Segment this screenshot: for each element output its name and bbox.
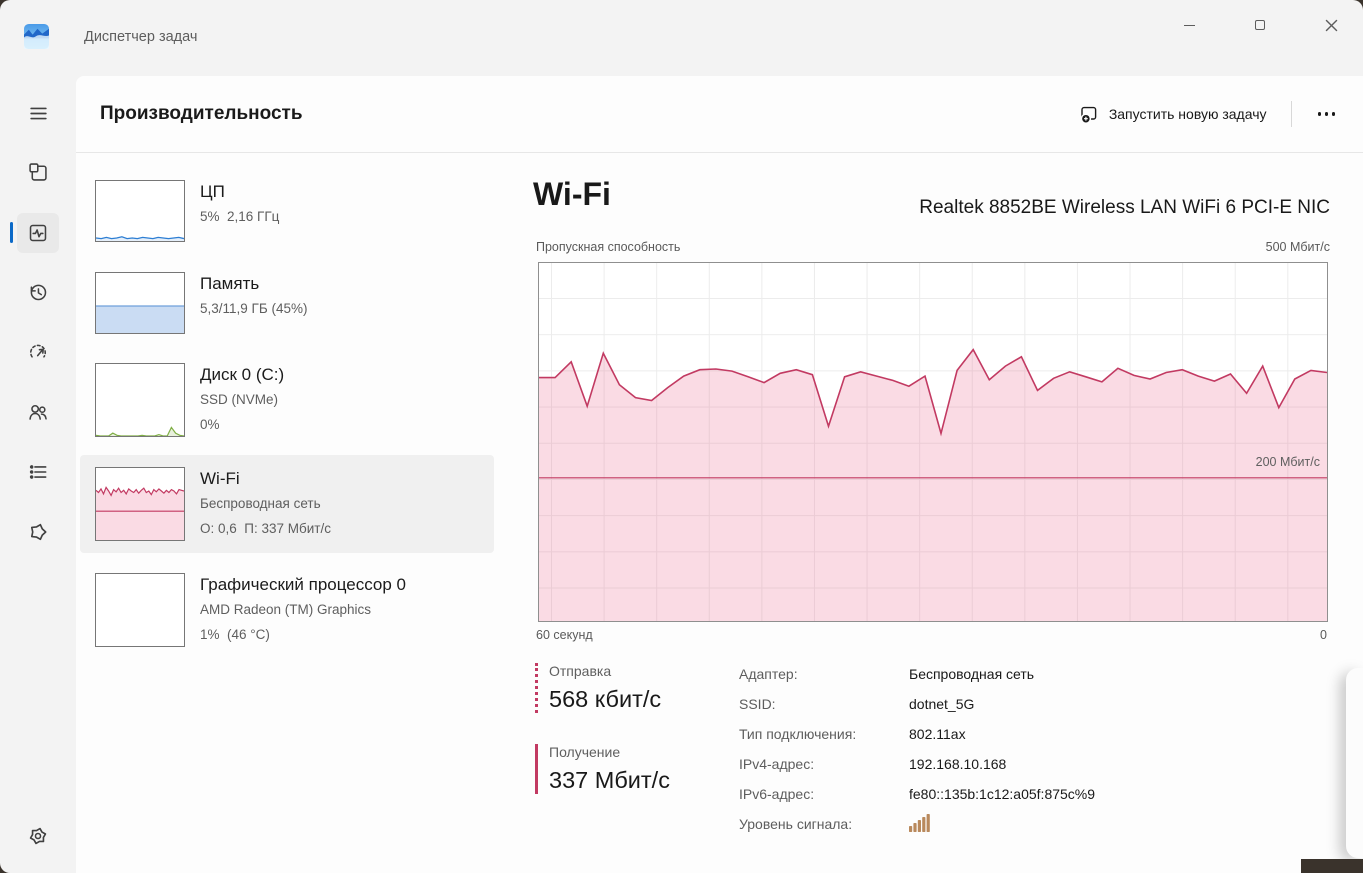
perf-item-subtitle: 5% 2,16 ГГц bbox=[200, 209, 280, 224]
perf-item-title: Графический процессор 0 bbox=[200, 575, 407, 594]
perf-item-memory[interactable]: Память 5,3/11,9 ГБ (45%) bbox=[80, 260, 494, 346]
perf-item-cpu[interactable]: ЦП 5% 2,16 ГГц bbox=[80, 168, 494, 254]
window-title: Диспетчер задач bbox=[84, 29, 198, 45]
titlebar: Диспетчер задач bbox=[0, 0, 1363, 76]
page-title: Производительность bbox=[100, 103, 303, 124]
desktop-backdrop-strip bbox=[1301, 859, 1363, 873]
send-value: 568 кбит/с bbox=[549, 686, 662, 712]
gpu-mini-chart bbox=[95, 573, 185, 647]
perf-item-subtitle: 1% (46 °C) bbox=[200, 627, 270, 642]
maximize-icon bbox=[1255, 20, 1265, 30]
wifi-section-title: Wi-Fi bbox=[533, 176, 611, 212]
perf-item-subtitle: О: 0,6 П: 337 Мбит/с bbox=[200, 521, 331, 536]
connection-type-label: Тип подключения: bbox=[739, 726, 857, 742]
ipv6-value: fe80::135b:1c12:a05f:875c%9 bbox=[909, 786, 1096, 802]
perf-item-subtitle: SSD (NVMe) bbox=[200, 392, 279, 407]
gear-icon bbox=[29, 827, 47, 845]
sidebar-item-services[interactable] bbox=[17, 512, 59, 552]
perf-item-title: Диск 0 (C:) bbox=[200, 365, 285, 384]
ipv4-value: 192.168.10.168 bbox=[909, 756, 1007, 772]
send-stat: Отправка 568 кбит/с bbox=[535, 663, 661, 713]
adapter-label: Адаптер: bbox=[739, 666, 798, 682]
throughput-chart: 200 Мбит/с bbox=[538, 262, 1328, 622]
perf-item-subtitle: 0% bbox=[200, 417, 220, 432]
new-task-icon bbox=[1080, 106, 1097, 124]
gpu-sparkline bbox=[96, 574, 184, 646]
minimize-icon bbox=[1183, 24, 1195, 26]
content-card: Производительность Запустить новую задач… bbox=[76, 76, 1363, 873]
task-manager-app-icon bbox=[24, 24, 49, 49]
x-axis-left-label: 60 секунд bbox=[536, 628, 593, 642]
wifi-mini-chart bbox=[95, 467, 185, 541]
throughput-area-chart bbox=[539, 348, 1327, 621]
sidebar-item-processes[interactable] bbox=[17, 152, 59, 192]
memory-mini-chart bbox=[95, 272, 185, 334]
sidebar-item-details[interactable] bbox=[17, 452, 59, 492]
services-cog-icon bbox=[30, 523, 47, 541]
cpu-sparkline bbox=[96, 236, 184, 241]
ssid-value: dotnet_5G bbox=[909, 696, 975, 712]
receive-stat: Получение 337 Мбит/с bbox=[535, 744, 670, 794]
minimize-button[interactable] bbox=[1166, 4, 1212, 46]
perf-item-subtitle: AMD Radeon (TM) Graphics bbox=[200, 602, 372, 617]
receive-value: 337 Мбит/с bbox=[549, 767, 670, 793]
cpu-mini-chart bbox=[95, 180, 185, 242]
sidebar-item-performance[interactable] bbox=[10, 213, 59, 253]
receive-label: Получение bbox=[549, 744, 621, 760]
settings-button[interactable] bbox=[17, 816, 59, 856]
history-clock-icon bbox=[30, 284, 47, 301]
sidebar-item-startup-apps[interactable] bbox=[17, 332, 59, 372]
perf-item-title: Wi-Fi bbox=[200, 469, 240, 488]
x-axis-right-label: 0 bbox=[1320, 628, 1327, 642]
processes-icon bbox=[29, 163, 47, 181]
signal-level-label: Уровень сигнала: bbox=[739, 816, 853, 832]
header-divider bbox=[1290, 101, 1292, 127]
run-new-task-label: Запустить новую задачу bbox=[1108, 106, 1267, 122]
wifi-sparkline bbox=[96, 486, 184, 540]
perf-item-disk[interactable]: Диск 0 (C:) SSD (NVMe) 0% bbox=[80, 351, 494, 449]
sidebar-item-app-history[interactable] bbox=[17, 272, 59, 312]
adapter-model-label: Realtek 8852BE Wireless LAN WiFi 6 PCI-E… bbox=[919, 197, 1330, 218]
connection-type-value: 802.11ax bbox=[909, 726, 966, 742]
disk-sparkline bbox=[96, 426, 184, 436]
run-new-task-button[interactable]: Запустить новую задачу bbox=[1070, 97, 1277, 132]
sidebar-nav bbox=[0, 76, 76, 873]
throughput-label: Пропускная способность bbox=[536, 240, 681, 254]
sidebar-item-users[interactable] bbox=[17, 392, 59, 432]
adapter-value: Беспроводная сеть bbox=[909, 666, 1035, 682]
perf-item-gpu[interactable]: Графический процессор 0 AMD Radeon (TM) … bbox=[80, 561, 494, 659]
nav-menu-button[interactable] bbox=[17, 93, 59, 133]
background-window-edge bbox=[1346, 668, 1363, 858]
signal-strength-icon bbox=[909, 813, 933, 835]
perf-item-subtitle: Беспроводная сеть bbox=[200, 496, 321, 511]
ellipsis-icon bbox=[1317, 112, 1321, 116]
performance-pulse-icon bbox=[29, 224, 47, 242]
close-button[interactable] bbox=[1308, 4, 1354, 46]
details-list-icon bbox=[29, 465, 47, 479]
ipv4-label: IPv4-адрес: bbox=[739, 756, 815, 772]
ipv6-label: IPv6-адрес: bbox=[739, 786, 815, 802]
perf-item-wifi[interactable]: Wi-Fi Беспроводная сеть О: 0,6 П: 337 Мб… bbox=[80, 455, 494, 553]
send-label: Отправка bbox=[549, 663, 612, 679]
perf-item-title: ЦП bbox=[200, 182, 225, 201]
memory-sparkline bbox=[96, 305, 184, 333]
maximize-button[interactable] bbox=[1237, 4, 1283, 46]
hamburger-icon bbox=[29, 107, 47, 119]
y-max-label: 500 Мбит/с bbox=[1265, 240, 1330, 254]
speedometer-icon bbox=[29, 344, 47, 358]
close-icon bbox=[1325, 19, 1337, 31]
marked-line-label: 200 Мбит/с bbox=[1255, 455, 1320, 469]
ssid-label: SSID: bbox=[739, 696, 776, 712]
users-icon bbox=[29, 404, 47, 420]
disk-mini-chart bbox=[95, 363, 185, 437]
header-separator bbox=[76, 152, 1363, 153]
perf-item-subtitle: 5,3/11,9 ГБ (45%) bbox=[200, 301, 308, 316]
more-options-button[interactable] bbox=[1306, 102, 1348, 126]
perf-item-title: Память bbox=[200, 274, 260, 293]
